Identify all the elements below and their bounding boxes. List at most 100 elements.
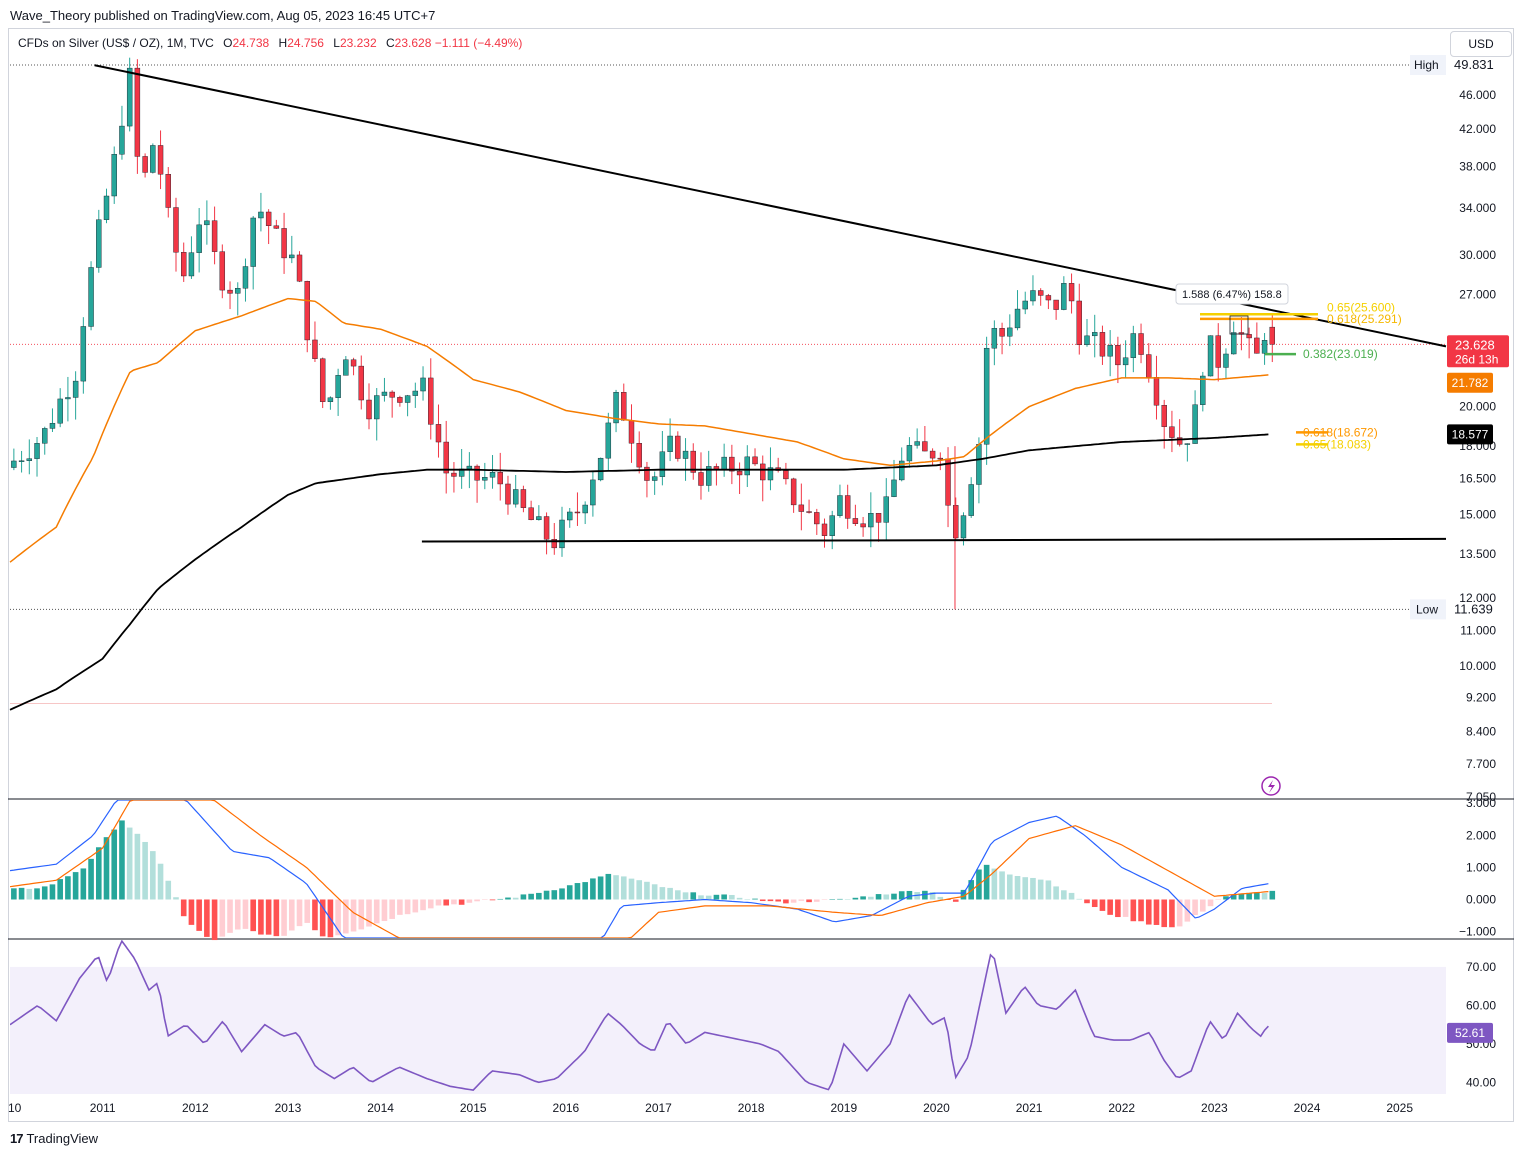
ema200-axis-label-bg (1447, 424, 1493, 445)
ema200-axis-label: 18.577 (1447, 424, 1493, 445)
measure-tooltip (1175, 283, 1289, 305)
rsi-line (10, 940, 1269, 1091)
macd-histogram-bar (690, 892, 697, 900)
fib-level-label: 0.618(18.672) (1303, 425, 1378, 439)
macd-histogram-bar (1061, 890, 1067, 900)
candle-down (181, 252, 187, 277)
candle-down (543, 516, 550, 540)
macd-histogram-bar (860, 896, 866, 900)
macd-histogram-bar (551, 890, 558, 900)
fib-level-label: 0.382(23.019) (1303, 347, 1378, 361)
candle-down (428, 377, 434, 425)
macd-histogram-bar (1200, 899, 1206, 912)
low-label: L (333, 36, 340, 50)
candle-down (1053, 299, 1059, 310)
macd-histogram-bar (111, 829, 118, 900)
candle-down (1146, 354, 1152, 378)
symbol-legend: CFDs on Silver (US$ / OZ), 1M, TVC O24.7… (18, 36, 522, 50)
candle-up (150, 145, 156, 173)
candle-up (667, 435, 673, 452)
price-axis-tick: 8.400 (1466, 724, 1496, 738)
macd-histogram-bar (744, 899, 751, 900)
candle-up (991, 328, 998, 349)
candle-up (1084, 335, 1090, 346)
low-marker-value: 11.639 (1454, 601, 1493, 616)
candle-up (968, 484, 974, 516)
macd-histogram-bar (682, 892, 689, 900)
macd-axis-tick: 1.000 (1466, 860, 1496, 874)
macd-histogram-bar (1014, 875, 1021, 900)
candle-up (597, 457, 604, 481)
macd-histogram-bar (536, 892, 542, 900)
candle-down (366, 399, 372, 420)
candle-down (752, 456, 758, 465)
macd-histogram-bar (1176, 899, 1183, 927)
time-axis-tick: 2014 (367, 1101, 394, 1115)
macd-histogram-bar (1006, 874, 1013, 900)
macd-histogram-bar (752, 898, 758, 900)
candle-down (821, 523, 828, 536)
last-price-label-bg (1447, 335, 1509, 368)
candle-up (659, 451, 666, 477)
candle-up (960, 515, 967, 539)
candle-up (582, 504, 588, 514)
macd-histogram-bar (945, 899, 951, 900)
macd-histogram-bar (659, 887, 666, 900)
candle-up (1200, 375, 1206, 405)
candle-up (767, 467, 774, 481)
candle-down (783, 470, 789, 480)
macd-histogram-bar (883, 894, 890, 900)
macd-axis-tick: −1.000 (1459, 925, 1496, 939)
macd-histogram-bar (34, 888, 40, 900)
macd-histogram-bar (165, 880, 172, 900)
macd-histogram-bar (597, 876, 604, 900)
macd-histogram-group (11, 820, 1276, 941)
time-axis-tick: 2021 (1016, 1101, 1043, 1115)
candle-up (482, 477, 488, 481)
candle-up (1184, 443, 1191, 445)
macd-histogram-bar (319, 899, 326, 937)
candle-down (142, 156, 148, 173)
price-axis-tick: 34.000 (1459, 201, 1496, 215)
candle-up (26, 458, 33, 461)
macd-histogram-bar (1068, 892, 1075, 900)
candle-down (474, 465, 480, 481)
high-marker-label: High (1414, 58, 1439, 72)
candle-up (489, 472, 496, 478)
macd-histogram-bar (543, 890, 550, 900)
macd-histogram-bar (95, 847, 102, 900)
candle-down (505, 483, 511, 505)
macd-histogram-bar (1084, 899, 1090, 904)
time-axis-tick: 2015 (460, 1101, 487, 1115)
currency-button[interactable]: USD (1450, 31, 1512, 57)
macd-histogram-bar (350, 899, 357, 932)
macd-histogram-bar (829, 899, 836, 900)
rsi-axis-tick: 40.00 (1466, 1075, 1496, 1089)
macd-histogram-bar (103, 837, 110, 900)
macd-histogram-bar (312, 899, 318, 931)
macd-histogram-bar (821, 899, 828, 900)
candle-up (682, 450, 689, 459)
macd-histogram-bar (620, 876, 627, 900)
candle-up (1007, 327, 1013, 337)
macd-histogram-bar (906, 890, 913, 900)
macd-histogram-bar (258, 899, 264, 935)
rsi-band (10, 966, 1446, 1094)
macd-histogram-bar (427, 899, 434, 909)
macd-histogram-bar (304, 899, 311, 923)
candle-down (621, 392, 627, 421)
macd-histogram-bar (729, 894, 735, 900)
macd-histogram-bar (211, 899, 218, 941)
macd-histogram-bar (296, 899, 303, 927)
price-axis-tick: 30.000 (1459, 248, 1496, 262)
macd-histogram-bar (57, 879, 63, 900)
candle-down (273, 225, 280, 229)
candle-up (1014, 308, 1021, 329)
macd-histogram-bar (759, 899, 766, 902)
macd-axis-tick: 3.000 (1466, 796, 1496, 810)
candle-up (1230, 332, 1237, 355)
macd-histogram-bar (891, 893, 897, 900)
candle-down (675, 435, 681, 459)
macd-histogram-bar (698, 895, 704, 900)
